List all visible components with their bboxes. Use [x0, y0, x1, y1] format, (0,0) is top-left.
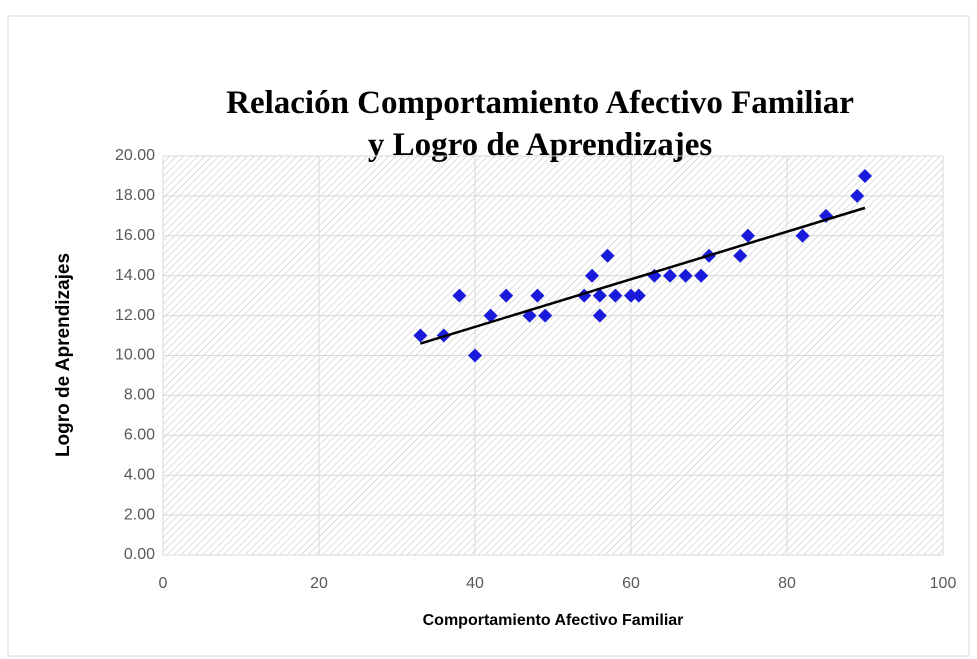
marker [530, 288, 545, 303]
marker [592, 308, 607, 323]
marker [600, 248, 615, 263]
marker [592, 288, 607, 303]
marker [499, 288, 514, 303]
chart-title: Relación Comportamiento Afectivo Familia… [226, 85, 854, 163]
marker [741, 228, 755, 243]
x-tick-label: 40 [466, 575, 484, 592]
y-tick-label: 18.00 [115, 187, 155, 204]
marker [624, 288, 638, 303]
y-tick-label: 12.00 [115, 307, 155, 324]
y-tick-label: 0.00 [124, 546, 155, 563]
marker [608, 288, 623, 303]
marker [413, 328, 428, 343]
y-tick-label: 20.00 [115, 147, 155, 164]
trendline [420, 206, 866, 345]
marker [483, 308, 498, 323]
y-tick-label: 14.00 [115, 267, 155, 284]
marker [694, 268, 709, 283]
marker [850, 188, 865, 203]
x-tick-label: 80 [778, 575, 796, 592]
y-tick-label: 16.00 [115, 227, 155, 244]
marker [733, 248, 748, 263]
y-tick-label: 6.00 [124, 427, 155, 444]
marker [631, 288, 646, 303]
marker [538, 308, 553, 323]
marker [795, 228, 810, 243]
x-tick-label: 60 [622, 575, 640, 592]
y-tick-label: 8.00 [124, 387, 155, 404]
y-tick-label: 2.00 [124, 506, 155, 523]
marker [663, 268, 677, 283]
y-axis-title: Logro de Aprendizajes [53, 253, 74, 457]
y-tick-label: 10.00 [115, 347, 155, 364]
y-tick-label: 4.00 [124, 466, 155, 483]
x-tick-label: 100 [930, 575, 957, 592]
x-axis-title: Comportamiento Afectivo Familiar [423, 612, 684, 629]
marker [452, 288, 467, 303]
x-tick-label: 0 [159, 575, 168, 592]
marker [585, 268, 599, 283]
marker [858, 168, 872, 183]
marker [678, 268, 693, 283]
x-tick-label: 20 [310, 575, 328, 592]
marker [468, 348, 482, 363]
